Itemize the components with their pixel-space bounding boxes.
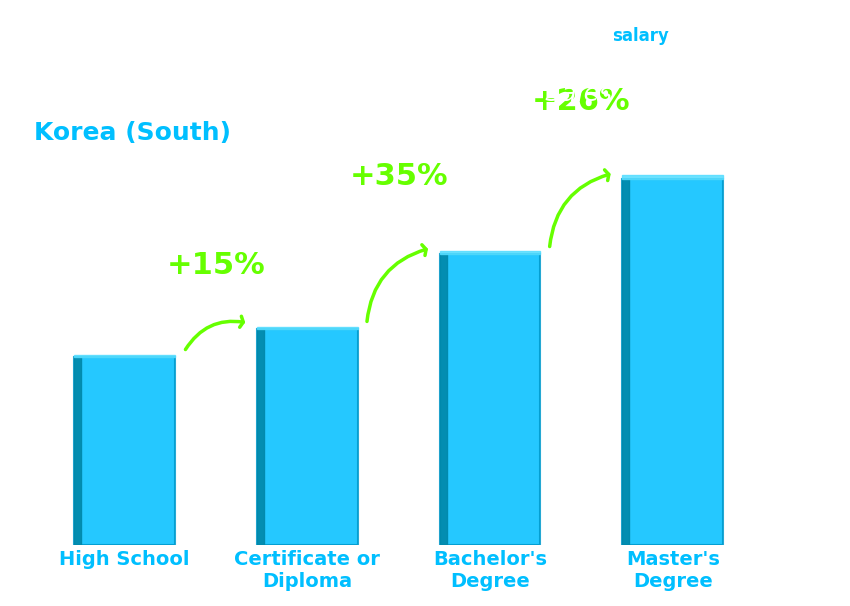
Text: 5,810,000 KRW: 5,810,000 KRW (595, 154, 751, 172)
Text: 2,990,000 KRW: 2,990,000 KRW (47, 331, 202, 350)
Bar (439, 251, 541, 255)
Text: 3,430,000 KRW: 3,430,000 KRW (230, 304, 385, 322)
Text: Artificial Intelligence / Machine Learning Sales: Artificial Intelligence / Machine Learni… (34, 82, 612, 106)
Bar (75, 357, 175, 545)
Text: Average Monthly Salary: Average Monthly Salary (797, 231, 812, 418)
Bar (257, 329, 264, 545)
Bar (75, 355, 175, 357)
Bar (439, 255, 541, 545)
Bar (622, 179, 723, 545)
Text: Salary Comparison By Education: Salary Comparison By Education (34, 30, 745, 68)
Bar (622, 179, 630, 545)
Bar (622, 175, 723, 179)
Text: explorer.com: explorer.com (666, 27, 787, 45)
Bar (257, 327, 358, 329)
Text: salary: salary (612, 27, 669, 45)
Text: Korea (South): Korea (South) (34, 121, 231, 145)
Text: 4,620,000 KRW: 4,620,000 KRW (412, 229, 568, 247)
Text: +15%: +15% (167, 251, 265, 280)
Bar (257, 329, 358, 545)
Text: +26%: +26% (532, 87, 631, 116)
Bar (75, 357, 82, 545)
Text: +35%: +35% (349, 162, 448, 191)
Bar (439, 255, 447, 545)
